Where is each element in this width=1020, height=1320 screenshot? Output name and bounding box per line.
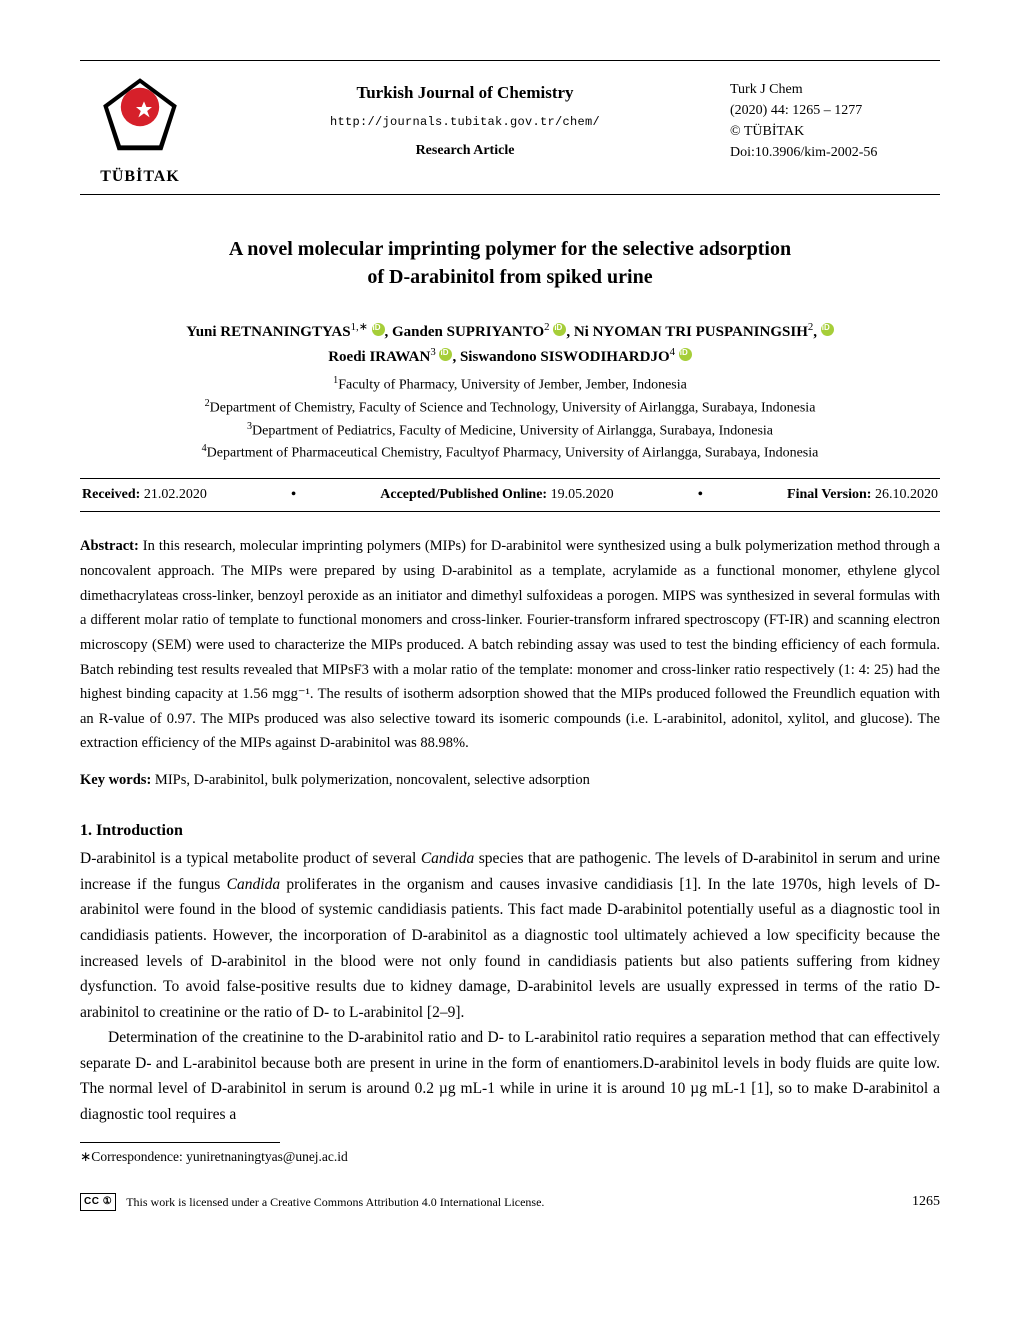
authors-block: Yuni RETNANINGTYAS1,∗ , Ganden SUPRIYANT… xyxy=(80,319,940,370)
header-rule xyxy=(80,194,940,195)
aff-3: Department of Pediatrics, Faculty of Med… xyxy=(252,423,773,438)
accepted: Accepted/Published Online: 19.05.2020 xyxy=(380,485,613,505)
keywords-text: MIPs, D-arabinitol, bulk polymerization,… xyxy=(151,772,590,788)
paper-title-line2: of D-arabinitol from spiked urine xyxy=(80,263,940,291)
meta-shortname: Turk J Chem xyxy=(730,79,940,100)
keywords: Key words: MIPs, D-arabinitol, bulk poly… xyxy=(80,770,940,791)
section-1-p2: Determination of the creatinine to the D… xyxy=(80,1025,940,1127)
cc-badge: CC ① This work is licensed under a Creat… xyxy=(80,1193,544,1212)
final: Final Version: 26.10.2020 xyxy=(787,485,938,505)
cc-text: This work is licensed under a Creative C… xyxy=(126,1194,544,1211)
dates-line: Received: 21.02.2020 • Accepted/Publishe… xyxy=(80,478,940,512)
orcid-icon[interactable] xyxy=(821,323,834,336)
author-2-sup: 2 xyxy=(544,321,549,333)
meta-volume: (2020) 44: 1265 – 1277 xyxy=(730,100,940,121)
abstract-text: In this research, molecular imprinting p… xyxy=(80,538,940,751)
author-4-sup: 3 xyxy=(430,346,435,358)
correspondence: ∗Correspondence: yuniretnaningtyas@unej.… xyxy=(80,1147,940,1167)
bullet-icon: • xyxy=(291,485,296,505)
bullet-icon: • xyxy=(698,485,703,505)
title-block: A novel molecular imprinting polymer for… xyxy=(80,235,940,291)
aff-2: Department of Chemistry, Faculty of Scie… xyxy=(210,401,816,416)
abstract-label: Abstract: xyxy=(80,538,139,554)
author-5: Siswandono SISWODIHARDJO xyxy=(460,349,670,365)
orcid-icon[interactable] xyxy=(553,323,566,336)
orcid-icon[interactable] xyxy=(439,348,452,361)
meta-copyright: © TÜBİTAK xyxy=(730,121,940,142)
journal-url[interactable]: http://journals.tubitak.gov.tr/chem/ xyxy=(220,114,710,131)
affiliations: 1Faculty of Pharmacy, University of Jemb… xyxy=(80,373,940,464)
meta-doi: Doi:10.3906/kim-2002-56 xyxy=(730,142,940,163)
page-number: 1265 xyxy=(912,1192,940,1212)
section-1-p1: D-arabinitol is a typical metabolite pro… xyxy=(80,846,940,1025)
tubitak-logo-icon xyxy=(100,75,180,155)
paper-title-line1: A novel molecular imprinting polymer for… xyxy=(80,235,940,263)
aff-1: Faculty of Pharmacy, University of Jembe… xyxy=(338,378,687,393)
keywords-label: Key words: xyxy=(80,772,151,788)
author-4: Roedi IRAWAN xyxy=(328,349,430,365)
journal-name: Turkish Journal of Chemistry xyxy=(220,81,710,106)
received: Received: 21.02.2020 xyxy=(82,485,207,505)
journal-block: Turkish Journal of Chemistry http://jour… xyxy=(220,75,710,161)
footnote-rule xyxy=(80,1142,280,1143)
author-1: Yuni RETNANINGTYAS xyxy=(186,324,350,340)
orcid-icon[interactable] xyxy=(372,323,385,336)
section-1-head: 1. Introduction xyxy=(80,819,940,842)
author-1-sup: 1,∗ xyxy=(351,321,368,333)
author-2: Ganden SUPRIYANTO xyxy=(392,324,544,340)
logo-block: TÜBİTAK xyxy=(80,75,200,188)
page-footer: CC ① This work is licensed under a Creat… xyxy=(80,1192,940,1212)
abstract: Abstract: In this research, molecular im… xyxy=(80,534,940,756)
article-type: Research Article xyxy=(220,141,710,161)
logo-text: TÜBİTAK xyxy=(80,165,200,188)
header-row: TÜBİTAK Turkish Journal of Chemistry htt… xyxy=(80,75,940,188)
orcid-icon[interactable] xyxy=(679,348,692,361)
cc-icon: CC ① xyxy=(80,1193,116,1212)
author-3: Ni NYOMAN TRI PUSPANINGSIH xyxy=(574,324,808,340)
meta-block: Turk J Chem (2020) 44: 1265 – 1277 © TÜB… xyxy=(730,75,940,163)
aff-4: Department of Pharmaceutical Chemistry, … xyxy=(207,446,819,461)
top-rule xyxy=(80,60,940,61)
